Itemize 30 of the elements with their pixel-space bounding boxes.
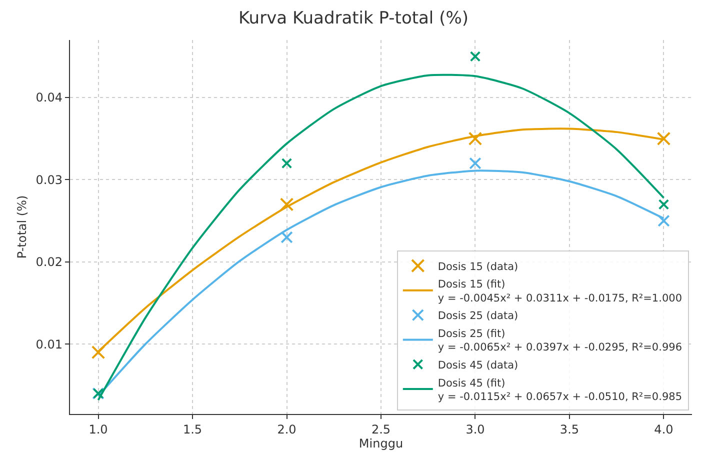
point <box>468 132 482 146</box>
point <box>658 214 670 227</box>
legend-label: Dosis 15 (fit) y = -0.0045x² + 0.0311x + -0.0175, R²=1.000 <box>438 278 682 304</box>
y-tick-label: 0.02 <box>36 255 62 270</box>
point <box>280 198 294 212</box>
legend-label: Dosis 45 (data) <box>438 359 518 372</box>
x-tick-label: 3.5 <box>560 422 580 436</box>
x-tick-label: 4.0 <box>654 422 674 436</box>
y-axis-title: P-total (%) <box>15 195 30 259</box>
point <box>91 345 106 360</box>
x-tick-label: 3.0 <box>466 422 485 436</box>
y-tick-label: 0.04 <box>36 90 62 105</box>
x-tick-label: 2.5 <box>371 422 391 436</box>
point <box>280 231 293 244</box>
y-tick-label: 0.01 <box>36 337 62 352</box>
x-tick-label: 2.0 <box>277 422 296 436</box>
point <box>658 199 670 210</box>
legend-label: Dosis 15 (data) <box>438 260 518 273</box>
legend-label: Dosis 25 (fit) y = -0.0065x² + 0.0397x + -0.0295, R²=0.996 <box>438 328 682 354</box>
point <box>281 158 292 169</box>
chart-title: Kurva Kuadratik P-total (%) <box>238 8 468 28</box>
y-tick-label: 0.03 <box>36 172 62 187</box>
x-tick-label: 1.5 <box>182 422 202 436</box>
legend-label: Dosis 45 (fit) y = -0.0115x² + 0.0657x + -0.0510, R²=0.985 <box>438 377 682 403</box>
x-axis-title: Minggu <box>358 436 404 450</box>
point <box>656 132 671 146</box>
legend-label: Dosis 25 (data) <box>438 310 518 322</box>
x-tick-label: 1.0 <box>88 422 108 436</box>
point <box>470 51 481 62</box>
point <box>469 157 482 170</box>
